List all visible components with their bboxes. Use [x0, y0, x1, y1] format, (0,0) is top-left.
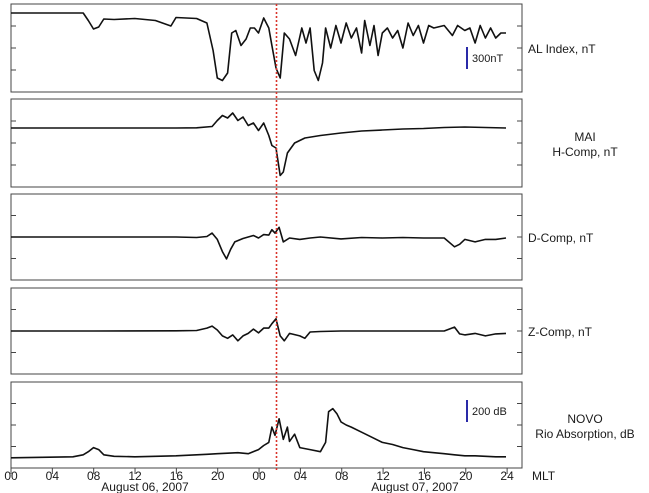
x-tick-label: 08: [87, 469, 101, 483]
x-tick-label: 20: [211, 469, 225, 483]
panel-label: Z-Comp, nT: [528, 325, 593, 339]
panel-4: Z-Comp, nT: [10, 287, 593, 375]
panel-station-label: MAI: [574, 130, 595, 144]
panel-frame: [10, 3, 523, 93]
panel-3: D-Comp, nT: [10, 193, 594, 281]
series-line: [10, 407, 506, 459]
series-line: [11, 226, 507, 260]
panel-label: AL Index, nT: [528, 42, 596, 56]
date-label-day2: August 07, 2007: [371, 480, 459, 493]
x-tick-label: 12: [128, 469, 142, 483]
panel-label: D-Comp, nT: [528, 231, 594, 245]
panel-station-label: NOVO: [567, 412, 602, 426]
x-tick-label: 04: [46, 469, 60, 483]
scale-bar-label: 300nT: [472, 53, 503, 65]
scale-bar-label: 200 dB: [472, 406, 507, 418]
panel-1: AL Index, nT 300nT: [10, 3, 596, 93]
x-unit-label: MLT: [532, 469, 556, 483]
x-tick-label: 00: [4, 469, 18, 483]
series-line: [11, 318, 507, 342]
x-tick-label: 04: [294, 469, 308, 483]
panel-component-label: Rio Absorption, dB: [535, 427, 634, 441]
series-line: [11, 12, 506, 82]
panel-component-label: H-Comp, nT: [552, 145, 618, 159]
x-tick-label: 16: [418, 469, 432, 483]
panel-frame: [10, 381, 523, 469]
x-tick-label: 08: [335, 469, 349, 483]
x-tick-label: 24: [500, 469, 514, 483]
x-tick-label: 20: [459, 469, 473, 483]
date-label-day1: August 06, 2007: [101, 480, 189, 493]
x-axis: 00 04 08 12 16 20 00 04 08 12 16 20 24 MLT August 06, …: [4, 468, 556, 493]
x-tick-label: 12: [376, 469, 390, 483]
series-line: [11, 112, 507, 177]
x-tick-label: 16: [170, 469, 184, 483]
panel-frame: [10, 98, 523, 188]
x-tick-label: 00: [252, 469, 266, 483]
